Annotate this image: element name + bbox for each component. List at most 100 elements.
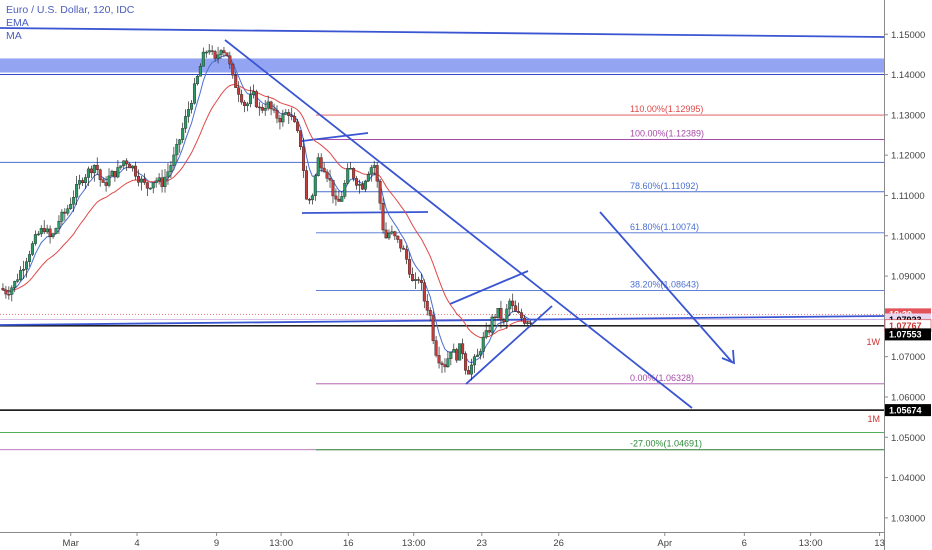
candle [490,313,494,336]
candle [517,302,521,314]
y-tick-label: 1.14000 [891,70,925,81]
trendline-lower[interactable] [0,315,885,326]
candle [493,314,497,326]
candle [216,46,220,64]
candle [461,338,465,360]
candle [316,153,320,177]
candle [172,146,176,171]
price-tag: 1.05674 [885,404,931,417]
resistance-zone [0,58,884,73]
candle [328,169,332,188]
candle [313,173,317,201]
price-tag-label: 1.07767 [889,321,922,331]
candle [78,174,82,190]
price-axis[interactable] [884,0,932,550]
candle [16,273,20,283]
candle [210,45,214,55]
fib-level-label: 110.00%(1.12995) [630,104,703,114]
candle [86,166,90,186]
candle [304,165,308,200]
x-tick-label: 4 [134,538,139,549]
candle [472,353,476,373]
candle [207,44,211,55]
pattern-top-line[interactable] [301,132,369,142]
x-tick-label: 13:00 [269,538,293,549]
candle [169,161,173,178]
pattern-bottom-line[interactable] [301,211,429,214]
candle [499,300,503,329]
fib-level-label: 0.00%(1.06328) [630,373,694,383]
candle [475,348,479,357]
candle [63,208,67,221]
candle [419,274,423,291]
y-tick-label: 1.04000 [891,473,925,484]
candle [201,47,205,67]
candle [511,293,515,313]
candle [163,169,167,193]
legend-ma[interactable]: MA [6,30,22,42]
x-tick-label: 13 [874,538,885,549]
fib-level-label: 100.00%(1.12389) [630,128,704,138]
legend-title[interactable]: Euro / U.S. Dollar, 120, IDC [6,4,135,16]
candle [92,164,96,182]
candle [366,171,370,182]
candle [443,358,447,373]
candle [251,84,255,99]
candle [260,104,264,114]
candle [340,190,344,203]
candle [487,324,491,335]
candle [142,173,146,185]
candle [45,224,49,235]
candle [508,298,512,317]
wedge-upper-line[interactable] [449,270,529,305]
candle [528,320,532,328]
candle [246,101,250,112]
candle [83,174,87,189]
price-tag-label: 1.05674 [889,405,922,415]
candle [337,191,341,202]
candle [381,197,385,234]
y-tick-label: 1.03000 [891,513,925,524]
candle [184,109,188,133]
candle [30,241,34,256]
candle [481,331,485,359]
trendline-upper[interactable] [0,27,885,38]
candle [157,173,161,185]
candle [187,101,191,123]
legend-ema[interactable]: EMA [6,17,29,29]
candle [175,138,179,163]
candle [54,227,58,235]
candle [402,245,406,250]
wedge-lower-line[interactable] [465,305,553,385]
projection-arrow[interactable] [599,211,733,363]
candle [523,314,527,326]
candle [237,81,241,102]
candle [181,122,185,144]
price-tag-label: 1.07553 [889,330,922,340]
candle [325,169,329,183]
candle [387,229,391,240]
candle [231,63,235,79]
time-axis[interactable] [0,532,884,550]
candle [240,89,244,105]
candle [334,188,338,206]
candle [422,279,426,309]
candle [190,99,194,114]
candle [352,167,356,182]
chart-legend: Euro / U.S. Dollar, 120, IDC EMA MA [6,4,134,43]
candle [1,283,5,291]
candle [384,222,388,239]
trendline-descending[interactable] [224,39,693,409]
candle [307,197,311,205]
y-tick-label: 1.12000 [891,151,925,162]
candle [484,322,488,340]
candle [19,266,23,282]
candle [27,250,31,267]
candle [134,161,138,180]
candle [195,74,199,86]
y-tick-label: 1.06000 [891,392,925,403]
candle [284,109,288,116]
candle [39,225,43,238]
